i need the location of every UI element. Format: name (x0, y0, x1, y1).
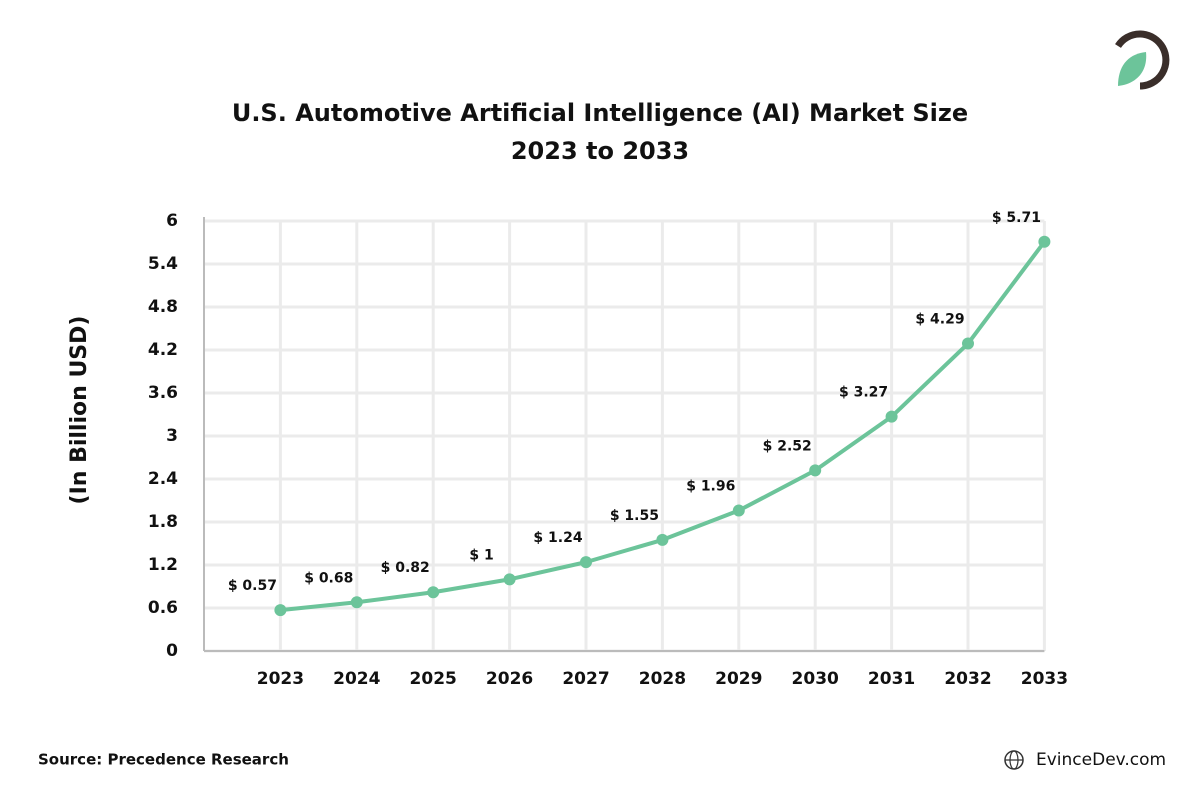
source: Source: Precedence Research (38, 751, 289, 769)
data-label: $ 0.57 (228, 578, 277, 594)
y-axis-title: (In Billion USD) (67, 316, 92, 505)
data-point (732, 504, 745, 517)
data-label: $ 4.29 (915, 312, 964, 328)
x-tick-label: 2024 (333, 669, 380, 689)
x-tick-label: 2027 (562, 669, 609, 689)
chart-subtitle: 2023 to 2033 (511, 137, 689, 165)
y-tick-label: 2.4 (148, 469, 178, 489)
data-label: $ 3.27 (839, 385, 888, 401)
data-label: $ 5.71 (992, 210, 1041, 226)
x-tick-label: 2028 (639, 669, 686, 689)
y-tick-label: 0 (166, 641, 178, 661)
data-point (503, 573, 516, 586)
y-tick-label: 1.2 (148, 555, 178, 575)
data-label: $ 1.55 (610, 508, 659, 524)
data-label: $ 1.96 (686, 479, 735, 495)
data-label: $ 1 (469, 547, 493, 563)
brand: EvinceDev.com (1036, 750, 1166, 770)
data-point (809, 464, 822, 477)
x-tick-label: 2033 (1021, 669, 1068, 689)
logo-ring (1115, 30, 1170, 90)
data-label: $ 0.82 (381, 560, 430, 576)
logo-leaf (1118, 52, 1147, 86)
data-label: $ 2.52 (763, 438, 812, 454)
x-tick-label: 2031 (868, 669, 915, 689)
data-point (1038, 235, 1051, 248)
globe-icon (1004, 750, 1024, 770)
data-point (885, 410, 898, 423)
data-point (350, 596, 363, 609)
data-label: $ 0.68 (304, 570, 353, 586)
x-tick-label: 2025 (410, 669, 457, 689)
y-tick-label: 4.2 (148, 340, 178, 360)
y-tick-label: 3.6 (148, 383, 178, 403)
chart-title: U.S. Automotive Artificial Intelligence … (232, 99, 968, 127)
data-point (656, 533, 669, 546)
x-tick-label: 2026 (486, 669, 533, 689)
data-point (580, 556, 592, 569)
y-tick-label: 6 (166, 211, 178, 231)
data-label: $ 1.24 (533, 530, 582, 546)
y-tick-label: 5.4 (148, 254, 178, 274)
x-tick-label: 2029 (715, 669, 762, 689)
data-point (274, 604, 287, 617)
x-tick-label: 2030 (792, 669, 839, 689)
y-tick-label: 3 (166, 426, 178, 446)
y-tick-label: 0.6 (148, 598, 178, 618)
data-point (962, 337, 974, 350)
x-tick-label: 2023 (257, 669, 304, 689)
y-tick-label: 4.8 (148, 297, 178, 317)
data-point (427, 586, 440, 599)
x-tick-label: 2032 (944, 669, 991, 689)
y-tick-label: 1.8 (148, 512, 178, 532)
logo (1115, 30, 1170, 90)
